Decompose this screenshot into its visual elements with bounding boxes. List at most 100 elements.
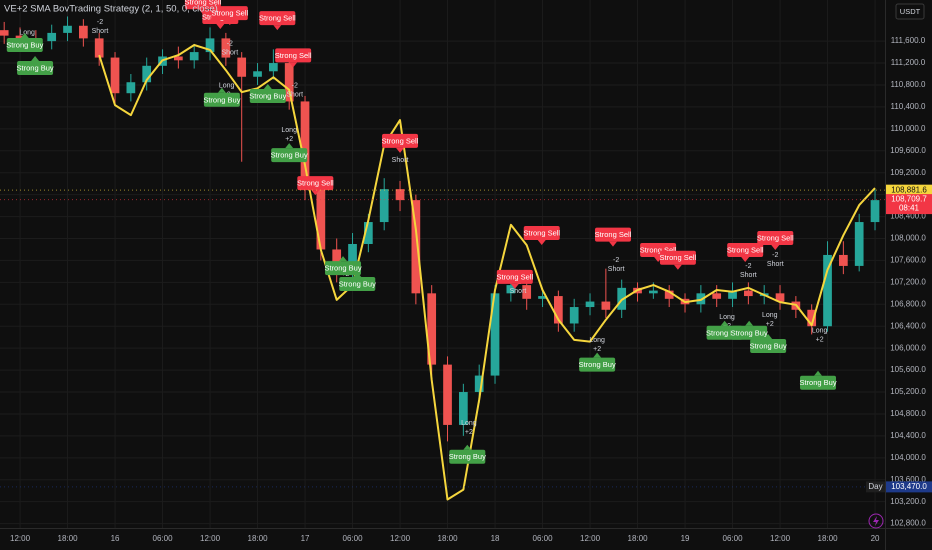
y-tick-label: 107,600.0	[890, 256, 926, 265]
candle-body	[744, 290, 753, 297]
signal-label: Strong Sell	[211, 9, 248, 18]
x-tick-label: 06:00	[153, 534, 174, 543]
x-tick-label: 18:00	[628, 534, 649, 543]
candle-body	[839, 254, 848, 266]
candle-body	[427, 293, 437, 365]
lightning-icon[interactable]	[868, 513, 884, 529]
signal-box	[800, 375, 837, 390]
x-tick-label: 12:00	[10, 534, 31, 543]
trade-mark-text: Short	[608, 266, 625, 273]
trade-mark-text: Short	[286, 91, 303, 98]
x-tick-label: 20	[871, 534, 880, 543]
currency-box[interactable]	[895, 3, 925, 20]
signal-pointer	[537, 240, 546, 246]
candle-body	[538, 296, 547, 299]
price-tag-note-box	[866, 481, 885, 493]
signal-label: Strong Sell	[640, 246, 677, 255]
trade-mark-text: Short	[767, 261, 784, 268]
signal-label: Strong Buy	[6, 40, 43, 49]
signal-pointer	[720, 320, 729, 326]
x-tick-label: 19	[681, 534, 690, 543]
plot-area: Long+2-2Short-2ShortLong+2-2ShortLong+2S…	[0, 0, 885, 501]
candle-body	[284, 63, 294, 102]
trade-mark-text: Long	[281, 127, 297, 134]
trade-mark-text: +2	[465, 429, 473, 436]
signal-box	[275, 48, 312, 63]
price-tag	[886, 184, 932, 196]
candle-body	[237, 57, 247, 77]
currency[interactable]: USDT	[900, 7, 921, 16]
signal-box	[757, 230, 794, 245]
y-tick-label: 105,200.0	[890, 387, 926, 396]
signal-box	[731, 325, 768, 340]
signal-box	[594, 227, 631, 242]
signal-pointer	[263, 83, 272, 89]
candle-body	[253, 71, 262, 77]
signal-label: Strong Sell	[660, 253, 697, 262]
signal-pointer	[764, 333, 773, 339]
trade-mark-text: Short	[221, 50, 238, 57]
candle-body	[775, 293, 785, 302]
signal-pointer	[463, 444, 472, 450]
candle-body	[63, 25, 72, 33]
signal-box	[579, 357, 616, 372]
candle-body	[649, 290, 658, 294]
signal-pointer	[285, 143, 294, 149]
signal-box	[6, 37, 43, 52]
signal-box	[203, 92, 240, 107]
signal-label: Strong Buy	[271, 151, 308, 160]
candle-body	[269, 63, 278, 72]
signal-pointer	[814, 370, 823, 376]
trade-mark-text: Long	[19, 30, 35, 37]
candle-body	[316, 189, 326, 250]
x-tick-label: 12:00	[580, 534, 601, 543]
candle-body	[142, 65, 152, 83]
candle-body	[0, 30, 9, 36]
signal-pointer	[608, 241, 617, 247]
signal-pointer	[31, 55, 40, 61]
y-tick-label: 103,200.0	[890, 497, 926, 506]
y-tick-label: 107,200.0	[890, 277, 926, 286]
icon-circle[interactable]	[868, 513, 884, 529]
x-tick-label: 18:00	[818, 534, 839, 543]
candle-body	[94, 38, 104, 58]
signal-pointer	[396, 147, 405, 153]
candle-body	[459, 392, 468, 425]
signal-label: Strong Sell	[275, 51, 312, 60]
signal-label: Strong Sell	[259, 14, 296, 23]
signal-label: Strong Sell	[496, 272, 533, 281]
candle-body	[569, 307, 579, 324]
price-tag-countdown: 08:41	[899, 204, 920, 213]
trade-mark-text: Long	[812, 327, 828, 334]
trade-mark-text: Short	[740, 272, 757, 279]
signal-pointer	[225, 20, 234, 26]
x-tick-label: 17	[301, 534, 310, 543]
signal-pointer	[745, 320, 754, 326]
trade-mark-text: +2	[285, 136, 293, 143]
icon-bolt[interactable]	[873, 516, 879, 526]
signal-label: Strong Buy	[579, 360, 616, 369]
trade-mark-text: Short	[392, 157, 409, 164]
signal-label: Strong Buy	[324, 264, 361, 273]
signal-box	[523, 226, 560, 241]
signal-label: Strong Buy	[203, 95, 240, 104]
signal-pointer	[771, 244, 780, 250]
trade-mark-text: Long	[219, 82, 235, 89]
signal-label: Strong Buy	[799, 378, 836, 387]
y-tick-label: 104,000.0	[890, 453, 926, 462]
signal-pointer	[353, 272, 362, 278]
signal-label: Strong Sell	[297, 179, 334, 188]
signal-label: Strong Buy	[731, 328, 768, 337]
signal-pointer	[216, 23, 225, 29]
signal-label: Strong Sell	[382, 136, 419, 145]
price-tag-label: 108,881.6	[891, 185, 927, 194]
axes: 102,800.0 103,200.0 103,600.0 104,000.0 104,…	[10, 36, 932, 543]
signal-box	[17, 60, 54, 75]
signal-box	[382, 133, 419, 148]
signal-pointer	[339, 256, 348, 262]
candle-body	[474, 375, 484, 393]
signal-pointer	[20, 32, 29, 38]
y-tick-label: 108,400.0	[890, 212, 926, 221]
